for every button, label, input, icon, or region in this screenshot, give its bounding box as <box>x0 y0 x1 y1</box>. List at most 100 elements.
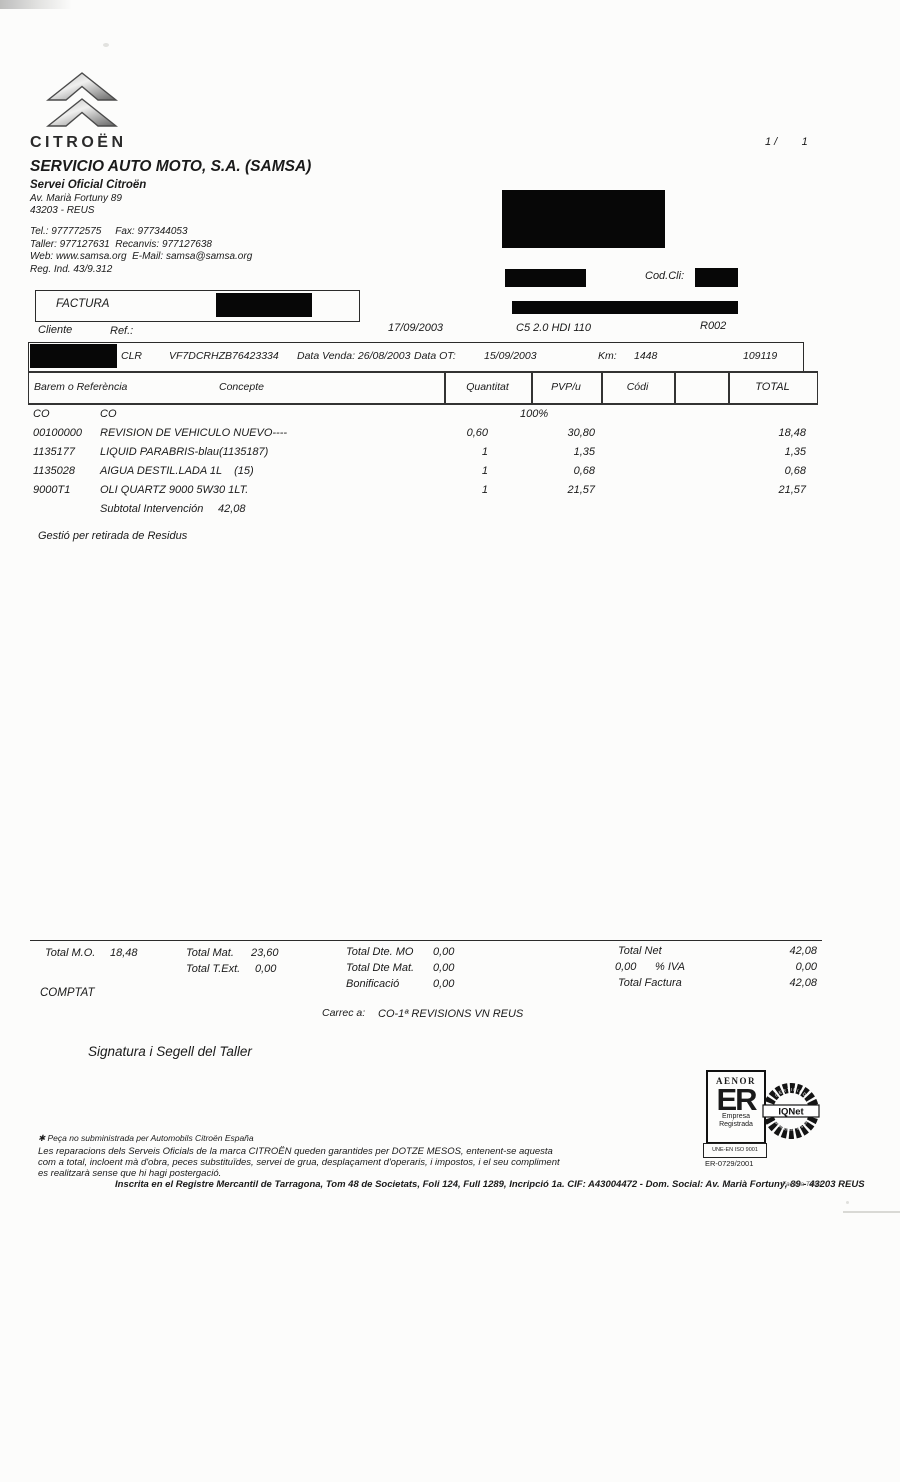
redaction-invoice-number <box>216 293 312 317</box>
cell-total: 18,48 <box>778 427 806 439</box>
column-divider <box>531 373 533 403</box>
cell-pvp: 0,68 <box>573 465 595 477</box>
iqnet-word: IQNet <box>778 1107 804 1118</box>
total-factura-value: 42,08 <box>789 977 817 989</box>
cell-codi <box>595 427 673 446</box>
total-dte-mo-value: 0,00 <box>433 946 455 958</box>
citroen-wordmark: CITROËN <box>30 134 127 151</box>
total-dte-mat-label: Total Dte Mat. <box>346 962 415 974</box>
cell-pvp: 1,35 <box>573 446 595 458</box>
redaction-cod-cli <box>695 268 738 287</box>
warranty-paragraph: Les reparacions dels Serveis Oficials de… <box>38 1146 560 1179</box>
cell-ref: 1135028 <box>33 465 76 477</box>
table-row: 9000T1 OLI QUARTZ 9000 5W30 1LT. 1 21,57 21,… <box>33 484 806 503</box>
total-text-value: 0,00 <box>255 963 277 975</box>
cell-codi <box>595 408 673 427</box>
payment-method: COMPTAT <box>40 987 95 999</box>
doc-type-label: FACTURA <box>56 298 110 310</box>
redaction-client-block <box>502 190 665 248</box>
cell-qty <box>430 408 488 427</box>
total-mat-label: Total Mat. <box>186 947 234 959</box>
cell-total <box>673 408 806 427</box>
cell-codi <box>595 484 673 503</box>
header-pvp: PVP/u <box>551 381 581 393</box>
bonificacio-value: 0,00 <box>433 978 455 990</box>
official-service-line: Servei Oficial Citroën <box>30 179 147 191</box>
cell-pvp: 100% <box>520 408 549 420</box>
line-items-rows: CO CO 100% 00100000 REVISION DE VEHICULO NUE… <box>33 408 806 503</box>
er-certificate-number: ER-0729/2001 <box>705 1159 754 1168</box>
header-qty: Quantitat <box>466 381 509 393</box>
table-row: 1135028 AIGUA DESTIL.LADA 1L (15) 1 0,68 0,6… <box>33 465 806 484</box>
vin: VF7DCRHZB76423334 <box>169 350 279 362</box>
address-line-1: Av. Marià Fortuny 89 <box>30 193 122 204</box>
iva-value: 0,00 <box>795 961 817 973</box>
cell-concept: LIQUID PARABRIS-blau(1135187) <box>100 446 269 458</box>
cell-concept: OLI QUARTZ 9000 5W30 1LT. <box>100 484 249 496</box>
section-code: R002 <box>700 320 727 332</box>
total-text-label: Total T.Ext. <box>186 963 241 975</box>
scan-dot <box>103 43 109 47</box>
cod-cli-label: Cod.Cli: <box>645 270 685 282</box>
citroen-logo-icon <box>36 70 128 137</box>
data-ot-label: Data OT: <box>414 350 456 362</box>
registry-line: Inscrita en el Registre Mercantil de Tar… <box>115 1179 865 1190</box>
table-row: 00100000 REVISION DE VEHICULO NUEVO---- 0,… <box>33 427 806 446</box>
warranty-line-3: es realitzarà sense que hi hagi posterga… <box>38 1167 222 1179</box>
total-mo-value: 18,48 <box>110 947 138 959</box>
cell-total: 1,35 <box>784 446 806 458</box>
column-divider <box>674 373 676 403</box>
signature-line: Signatura i Segell del Taller <box>88 1044 252 1059</box>
ref-label: Ref.: <box>110 325 134 337</box>
registrada-line: Registrada <box>719 1120 753 1128</box>
company-contacts: Tel.: 977772575 Fax: 977344053 Taller: 9… <box>30 226 252 276</box>
cell-ref: 1135177 <box>33 446 76 458</box>
subtotal-label: Subtotal Intervención <box>100 503 204 515</box>
cell-pvp: 30,80 <box>567 427 595 439</box>
scan-dot-small <box>846 1201 849 1204</box>
header-codi: Códi <box>626 381 649 393</box>
waste-management-note: Gestió per retirada de Residus <box>38 530 188 542</box>
cell-ref: 00100000 <box>33 427 82 439</box>
scan-smudge <box>0 0 72 9</box>
contact-web-email: Web: www.samsa.org E-Mail: samsa@samsa.o… <box>30 251 253 262</box>
iva-rate: 0,00 <box>615 961 637 973</box>
redaction-client-line <box>512 301 738 314</box>
bonificacio-label: Bonificació <box>346 978 400 990</box>
aenor-logo: AENOR ER Empresa Registrada <box>706 1070 766 1144</box>
warranty-line-2: com a total, incloent mà d'obra, peces s… <box>38 1156 560 1168</box>
cell-ref: 9000T1 <box>33 484 71 496</box>
or-number: 109119 <box>743 350 778 362</box>
line-items-header: Barem o Referència Concepte Quantitat PV… <box>28 371 818 405</box>
invoice-date: 17/09/2003 <box>388 322 444 334</box>
header-ref: Barem o Referència <box>34 381 128 393</box>
contact-taller-recanvis: Taller: 977127631 Recanvis: 977127638 <box>30 238 212 250</box>
doc-kind-label: Factura Taller <box>782 1181 822 1188</box>
column-divider <box>728 373 730 403</box>
total-factura-label: Total Factura <box>618 977 682 989</box>
cell-codi <box>595 446 673 465</box>
cell-total: 0,68 <box>784 465 806 477</box>
table-row: CO CO 100% <box>33 408 806 427</box>
carrec-label: Carrec a: <box>322 1007 366 1019</box>
cell-qty: 1 <box>481 465 488 477</box>
total-mat-value: 23,60 <box>251 947 279 959</box>
cell-pvp: 21,57 <box>567 484 595 496</box>
cell-qty: 1 <box>481 446 488 458</box>
total-net-label: Total Net <box>618 945 662 957</box>
header-total: TOTAL <box>755 381 790 393</box>
table-row: 1135177 LIQUID PARABRIS-blau(1135187) 1 1,3… <box>33 446 806 465</box>
data-ot-value: 15/09/2003 <box>484 350 537 362</box>
total-mo-label: Total M.O. <box>45 947 96 959</box>
totals-divider <box>30 940 822 941</box>
plate-suffix: CLR <box>121 350 143 362</box>
cliente-label: Cliente <box>38 324 73 336</box>
subtotal-value: 42,08 <box>218 503 246 515</box>
column-divider <box>601 373 603 403</box>
column-divider <box>444 373 446 403</box>
aenor-word: AENOR <box>715 1076 756 1086</box>
vehicle-model: C5 2.0 HDI 110 <box>516 322 592 334</box>
scan-dash <box>843 1211 900 1213</box>
header-concept: Concepte <box>219 381 264 393</box>
total-dte-mat-value: 0,00 <box>433 962 455 974</box>
